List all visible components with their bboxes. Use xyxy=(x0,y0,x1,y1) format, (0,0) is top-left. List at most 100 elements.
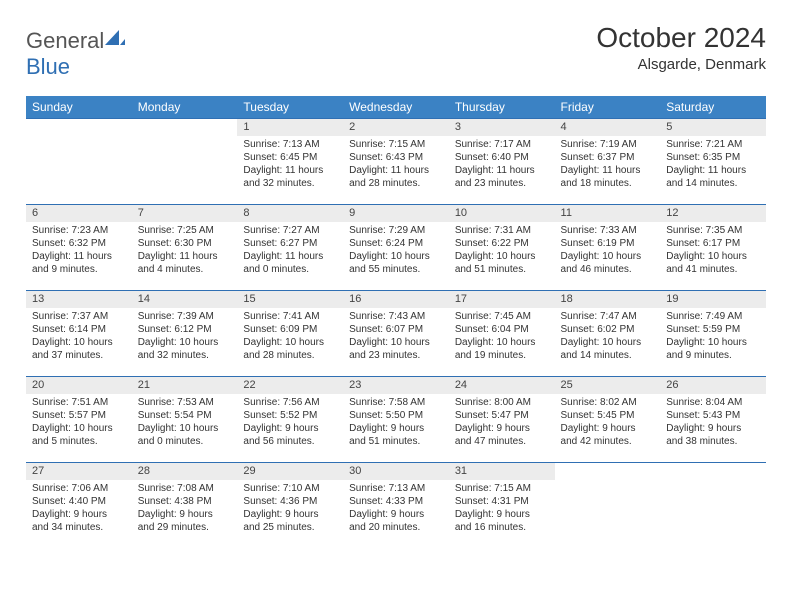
calendar-cell: 18 Sunrise: 7:47 AMSunset: 6:02 PMDayligh… xyxy=(555,291,661,377)
daylight-text: Daylight: 10 hours and 19 minutes. xyxy=(455,336,549,362)
sunset-text: Sunset: 6:35 PM xyxy=(666,151,760,164)
brand-logo: GeneralBlue xyxy=(26,22,125,80)
calendar-cell: 9Sunrise: 7:29 AMSunset: 6:24 PMDaylight… xyxy=(343,205,449,291)
sunset-text: Sunset: 4:31 PM xyxy=(455,495,549,508)
sail-icon xyxy=(105,28,125,53)
day-number: 16 xyxy=(343,291,449,308)
sunset-text: Sunset: 6:30 PM xyxy=(138,237,232,250)
sunrise-text: Sunrise: 7:41 AM xyxy=(243,310,337,323)
day-data: Sunrise: 7:13 AMSunset: 4:33 PMDaylight:… xyxy=(343,480,449,538)
weekday-header: Tuesday xyxy=(237,96,343,119)
calendar-cell: 26Sunrise: 8:04 AMSunset: 5:43 PMDayligh… xyxy=(660,377,766,463)
day-data: Sunrise: 7:53 AMSunset: 5:54 PMDaylight:… xyxy=(132,394,238,452)
location: Alsgarde, Denmark xyxy=(596,56,766,73)
calendar-cell: 4Sunrise: 7:19 AMSunset: 6:37 PMDaylight… xyxy=(555,119,661,205)
calendar-cell: 17Sunrise: 7:45 AMSunset: 6:04 PMDayligh… xyxy=(449,291,555,377)
daylight-text: Daylight: 10 hours and 14 minutes. xyxy=(561,336,655,362)
daylight-text: Daylight: 9 hours and 51 minutes. xyxy=(349,422,443,448)
sunset-text: Sunset: 6:02 PM xyxy=(561,323,655,336)
calendar-cell: 19Sunrise: 7:49 AMSunset: 5:59 PMDayligh… xyxy=(660,291,766,377)
daylight-text: Daylight: 9 hours and 20 minutes. xyxy=(349,508,443,534)
sunset-text: Sunset: 4:36 PM xyxy=(243,495,337,508)
brand-part1: General xyxy=(26,28,104,53)
calendar-head: SundayMondayTuesdayWednesdayThursdayFrid… xyxy=(26,96,766,119)
sunrise-text: Sunrise: 7:49 AM xyxy=(666,310,760,323)
sunrise-text: Sunrise: 7:35 AM xyxy=(666,224,760,237)
day-number: 17 xyxy=(449,291,555,308)
calendar-cell: 25Sunrise: 8:02 AMSunset: 5:45 PMDayligh… xyxy=(555,377,661,463)
day-data: Sunrise: 7:58 AMSunset: 5:50 PMDaylight:… xyxy=(343,394,449,452)
day-data: Sunrise: 7:37 AMSunset: 6:14 PMDaylight:… xyxy=(26,308,132,366)
sunset-text: Sunset: 6:09 PM xyxy=(243,323,337,336)
sunrise-text: Sunrise: 7:13 AM xyxy=(349,482,443,495)
daylight-text: Daylight: 10 hours and 37 minutes. xyxy=(32,336,126,362)
calendar-cell: 23Sunrise: 7:58 AMSunset: 5:50 PMDayligh… xyxy=(343,377,449,463)
weekday-header: Wednesday xyxy=(343,96,449,119)
day-number: 5 xyxy=(660,119,766,136)
day-number: 12 xyxy=(660,205,766,222)
calendar-week-row: 20Sunrise: 7:51 AMSunset: 5:57 PMDayligh… xyxy=(26,377,766,463)
daylight-text: Daylight: 10 hours and 32 minutes. xyxy=(138,336,232,362)
daylight-text: Daylight: 9 hours and 47 minutes. xyxy=(455,422,549,448)
calendar-cell xyxy=(26,119,132,205)
day-data: Sunrise: 7:33 AMSunset: 6:19 PMDaylight:… xyxy=(555,222,661,280)
sunset-text: Sunset: 6:24 PM xyxy=(349,237,443,250)
sunset-text: Sunset: 6:07 PM xyxy=(349,323,443,336)
weekday-header: Sunday xyxy=(26,96,132,119)
day-data: Sunrise: 7:25 AMSunset: 6:30 PMDaylight:… xyxy=(132,222,238,280)
sunrise-text: Sunrise: 7:15 AM xyxy=(349,138,443,151)
day-number: 8 xyxy=(237,205,343,222)
sunrise-text: Sunrise: 7:53 AM xyxy=(138,396,232,409)
sunrise-text: Sunrise: 7:08 AM xyxy=(138,482,232,495)
day-number: 2 xyxy=(343,119,449,136)
day-number xyxy=(555,463,661,480)
daylight-text: Daylight: 9 hours and 34 minutes. xyxy=(32,508,126,534)
day-number: 31 xyxy=(449,463,555,480)
header: GeneralBlue October 2024 Alsgarde, Denma… xyxy=(26,22,766,80)
sunset-text: Sunset: 5:52 PM xyxy=(243,409,337,422)
day-data: Sunrise: 7:23 AMSunset: 6:32 PMDaylight:… xyxy=(26,222,132,280)
calendar-cell: 22Sunrise: 7:56 AMSunset: 5:52 PMDayligh… xyxy=(237,377,343,463)
daylight-text: Daylight: 11 hours and 9 minutes. xyxy=(32,250,126,276)
calendar-cell xyxy=(660,463,766,549)
sunset-text: Sunset: 6:40 PM xyxy=(455,151,549,164)
sunset-text: Sunset: 4:38 PM xyxy=(138,495,232,508)
sunrise-text: Sunrise: 7:37 AM xyxy=(32,310,126,323)
day-number: 1 xyxy=(237,119,343,136)
sunset-text: Sunset: 5:47 PM xyxy=(455,409,549,422)
sunrise-text: Sunrise: 7:23 AM xyxy=(32,224,126,237)
calendar-week-row: 1Sunrise: 7:13 AMSunset: 6:45 PMDaylight… xyxy=(26,119,766,205)
weekday-header: Saturday xyxy=(660,96,766,119)
sunset-text: Sunset: 5:57 PM xyxy=(32,409,126,422)
daylight-text: Daylight: 11 hours and 32 minutes. xyxy=(243,164,337,190)
day-number: 19 xyxy=(660,291,766,308)
daylight-text: Daylight: 9 hours and 56 minutes. xyxy=(243,422,337,448)
sunset-text: Sunset: 6:22 PM xyxy=(455,237,549,250)
sunrise-text: Sunrise: 7:51 AM xyxy=(32,396,126,409)
sunrise-text: Sunrise: 7:56 AM xyxy=(243,396,337,409)
day-data: Sunrise: 7:15 AMSunset: 6:43 PMDaylight:… xyxy=(343,136,449,194)
day-number: 18 xyxy=(555,291,661,308)
daylight-text: Daylight: 10 hours and 51 minutes. xyxy=(455,250,549,276)
calendar-week-row: 6Sunrise: 7:23 AMSunset: 6:32 PMDaylight… xyxy=(26,205,766,291)
calendar-cell xyxy=(555,463,661,549)
day-data: Sunrise: 7:45 AMSunset: 6:04 PMDaylight:… xyxy=(449,308,555,366)
sunrise-text: Sunrise: 7:17 AM xyxy=(455,138,549,151)
sunset-text: Sunset: 5:50 PM xyxy=(349,409,443,422)
sunrise-text: Sunrise: 8:00 AM xyxy=(455,396,549,409)
calendar-week-row: 13Sunrise: 7:37 AMSunset: 6:14 PMDayligh… xyxy=(26,291,766,377)
sunrise-text: Sunrise: 7:25 AM xyxy=(138,224,232,237)
daylight-text: Daylight: 9 hours and 16 minutes. xyxy=(455,508,549,534)
sunset-text: Sunset: 6:14 PM xyxy=(32,323,126,336)
calendar-cell: 1Sunrise: 7:13 AMSunset: 6:45 PMDaylight… xyxy=(237,119,343,205)
sunrise-text: Sunrise: 7:21 AM xyxy=(666,138,760,151)
calendar-cell: 7Sunrise: 7:25 AMSunset: 6:30 PMDaylight… xyxy=(132,205,238,291)
sunset-text: Sunset: 6:17 PM xyxy=(666,237,760,250)
calendar-cell: 3Sunrise: 7:17 AMSunset: 6:40 PMDaylight… xyxy=(449,119,555,205)
sunrise-text: Sunrise: 7:58 AM xyxy=(349,396,443,409)
day-number: 30 xyxy=(343,463,449,480)
calendar-cell: 31Sunrise: 7:15 AMSunset: 4:31 PMDayligh… xyxy=(449,463,555,549)
day-data: Sunrise: 8:00 AMSunset: 5:47 PMDaylight:… xyxy=(449,394,555,452)
day-data: Sunrise: 7:31 AMSunset: 6:22 PMDaylight:… xyxy=(449,222,555,280)
sunrise-text: Sunrise: 7:47 AM xyxy=(561,310,655,323)
